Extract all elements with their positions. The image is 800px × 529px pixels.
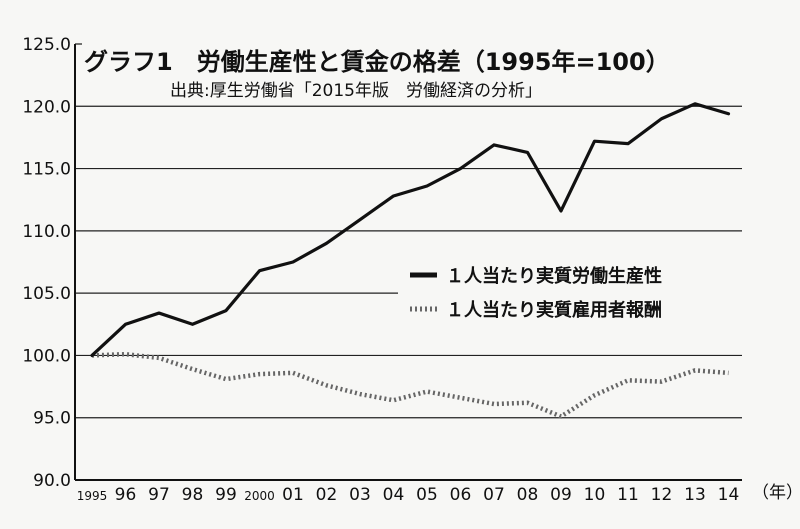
series-line-productivity xyxy=(90,102,731,358)
y-tick-label: 105.0 xyxy=(22,284,71,304)
x-tick-label: 96 xyxy=(115,485,137,505)
x-tick-label: 1995 xyxy=(77,489,108,503)
legend-label-productivity: １人当たり実質労働生産性 xyxy=(446,265,662,287)
y-tick-label: 110.0 xyxy=(22,222,71,242)
x-tick-label: 02 xyxy=(316,485,338,505)
series-line-compensation xyxy=(91,351,729,419)
x-tick-label: 13 xyxy=(684,485,706,505)
x-tick-label: 12 xyxy=(651,485,673,505)
x-tick-label: 06 xyxy=(450,485,472,505)
x-tick-label: 09 xyxy=(550,485,572,505)
legend-label-compensation: １人当たり実質雇用者報酬 xyxy=(446,299,662,321)
x-tick-label: 08 xyxy=(517,485,539,505)
x-tick-label: 11 xyxy=(617,485,639,505)
x-tick-label: 10 xyxy=(584,485,606,505)
x-unit-label: （年） xyxy=(752,483,800,503)
x-tick-label: 03 xyxy=(349,485,371,505)
y-tick-label: 125.0 xyxy=(22,35,71,55)
series-group xyxy=(90,102,731,419)
x-tick-label: 14 xyxy=(718,485,740,505)
y-tick-label: 115.0 xyxy=(22,160,71,180)
chart-title: グラフ1 労働生産性と賃金の格差（1995年=100） xyxy=(84,48,670,76)
y-tick-label: 100.0 xyxy=(22,346,71,366)
y-tick-label: 95.0 xyxy=(33,409,71,429)
x-axis-ticks: 1995 96 97 98 99 2000 01 02 03 04 05 06 07 08 09 10 11 12… xyxy=(77,485,740,505)
legend: １人当たり実質労働生産性 １人当たり実質雇用者報酬 xyxy=(398,256,746,324)
x-tick-label: 04 xyxy=(383,485,405,505)
x-tick-label: 01 xyxy=(282,485,304,505)
y-axis-ticks: 90.0 95.0 100.0 105.0 110.0 115.0 120.0 125.0 xyxy=(22,35,71,491)
x-tick-label: 05 xyxy=(416,485,438,505)
title-background xyxy=(82,40,742,102)
chart-subtitle: 出典:厚生労働省「2015年版 労働経済の分析」 xyxy=(170,81,542,101)
y-tick-label: 90.0 xyxy=(33,471,71,491)
y-tick-label: 120.0 xyxy=(22,97,71,117)
x-tick-label: 07 xyxy=(483,485,505,505)
x-tick-label: 97 xyxy=(148,485,170,505)
x-tick-label: 99 xyxy=(215,485,237,505)
legend-background xyxy=(398,256,746,324)
x-tick-label: 98 xyxy=(182,485,204,505)
x-tick-label: 2000 xyxy=(244,489,275,503)
